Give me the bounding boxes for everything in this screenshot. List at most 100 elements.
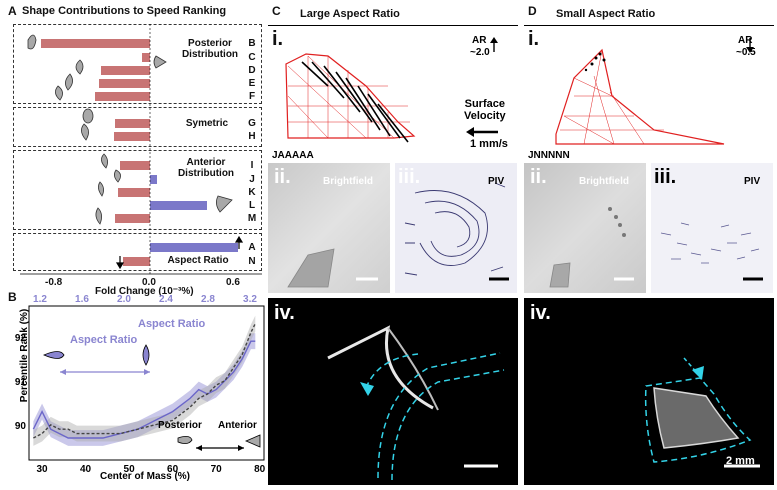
mesh-large-aspect [285, 37, 498, 143]
top-tick-1.6: 1.6 [75, 294, 89, 305]
c-fluorescence-image [268, 298, 518, 485]
posterior-shape-icon [177, 436, 193, 444]
x-tick-80: 80 [254, 464, 266, 475]
fold-change-bars [0, 0, 270, 290]
y-tick-91: 91 [15, 377, 27, 388]
bar-m [114, 214, 150, 223]
d-brightfield-image [524, 163, 646, 293]
velocity-scale: 1 mm/s [470, 138, 508, 150]
shape-b-icon [27, 34, 37, 50]
c-iv-label: iv. [274, 302, 295, 324]
shape-k-icon [98, 181, 104, 197]
bar-a [150, 243, 238, 252]
bar-j [150, 175, 157, 184]
group-symmetric [13, 107, 262, 147]
panel-a-letter: A [8, 4, 17, 18]
bar-h [113, 132, 150, 141]
anterior-label: Anterior [218, 420, 257, 431]
inset-shape-low-icon [43, 351, 65, 359]
x-tick-40: 40 [80, 464, 92, 475]
symetric-label: Symetric [185, 118, 229, 129]
bar-i [120, 161, 150, 170]
row-label-c: C [248, 52, 256, 63]
row-label-d: D [248, 65, 256, 76]
mesh-small-aspect [555, 38, 754, 145]
bar-b [40, 39, 150, 48]
d-scale-label: 2 mm [726, 455, 755, 467]
group-posterior [13, 24, 262, 104]
x-tick-70: 70 [211, 464, 223, 475]
anterior-shape-icon [244, 434, 261, 448]
top-tick-3.2: 3.2 [243, 294, 257, 305]
shape-glyphs [20, 24, 262, 275]
shape-e-icon [65, 73, 73, 91]
d-sequence: JNNNNN [528, 150, 570, 161]
x-tick-60: 60 [167, 464, 179, 475]
bar-e [98, 79, 150, 88]
series-band-1 [33, 315, 256, 446]
shape-d-icon [75, 59, 84, 75]
group-anterior [13, 150, 262, 230]
shape-h-icon [81, 123, 89, 141]
bar-c [141, 53, 150, 62]
d-iii-label: iii. [654, 166, 677, 188]
c-ar-value: ~2.0 [470, 47, 490, 58]
row-label-j: J [249, 174, 255, 185]
shape-m-icon [95, 207, 102, 225]
panel-d-title: Small Aspect Ratio [556, 8, 656, 20]
bar-f [94, 92, 150, 101]
c-ar-text: AR [472, 35, 487, 46]
shape-g-icon [82, 108, 94, 124]
x-tick-00: 0.0 [142, 277, 156, 288]
anterior-distribution-label: Anterior Distribution [177, 157, 235, 179]
panel-d-i [524, 25, 774, 161]
inset-shape-high-icon [142, 344, 150, 366]
x-tick-neg08: -0.8 [45, 277, 63, 288]
row-label-n: N [248, 256, 256, 267]
top-tick-1.2: 1.2 [33, 294, 47, 305]
bar-d [101, 66, 150, 75]
x-tick-30: 30 [36, 464, 48, 475]
d-fluorescence-image [524, 298, 774, 485]
row-label-f: F [248, 91, 256, 102]
d-piv-title: PIV [744, 176, 761, 187]
inset-aspect-label: Aspect Ratio [70, 334, 138, 346]
c-iii-label: iii. [398, 166, 421, 188]
shape-i-icon [101, 153, 108, 169]
panel-d-letter: D [528, 4, 537, 18]
shape-j-icon [114, 169, 121, 183]
panel-b-xlabel: Center of Mass (%) [100, 471, 191, 482]
panel-a-title: Shape Contributions to Speed Ranking [22, 5, 227, 17]
panel-c-i [268, 25, 518, 161]
row-label-g: G [248, 118, 256, 129]
direction-arrow-icon [360, 382, 374, 396]
bar-k [117, 188, 150, 197]
d-ar-text: AR [738, 35, 753, 46]
row-label-e: E [248, 78, 256, 89]
c-piv-image [395, 163, 517, 293]
d-brightfield-title: Brightfield [579, 176, 629, 187]
top-tick-2.8: 2.8 [201, 294, 215, 305]
line-plot: 30 40 50 60 70 80 90 91 92 1.2 1.6 2.0 2.4 2.8 3.2 [15, 294, 266, 475]
group-aspect-ratio [13, 233, 262, 271]
row-label-k: K [248, 187, 256, 198]
panel-c-title: Large Aspect Ratio [300, 8, 400, 20]
panel-b-ylabel: Percentile Rank (%) [19, 308, 31, 403]
row-label-l: L [248, 200, 256, 211]
aspect-ratio-group-label: Aspect Ratio [167, 255, 229, 266]
c-ii-label: ii. [274, 166, 291, 188]
top-axis-label: Aspect Ratio [138, 318, 206, 330]
c-brightfield-image [268, 163, 390, 293]
d-i-label: i. [528, 28, 540, 50]
c-i-label: i. [272, 28, 284, 50]
c-brightfield-title: Brightfield [323, 176, 373, 187]
row-label-a: A [248, 242, 256, 253]
panel-a-xlabel: Fold Change (10⁻³%) [95, 286, 194, 297]
c-sequence: JAAAAA [272, 150, 314, 161]
d-ii-label: ii. [530, 166, 547, 188]
c-piv-title: PIV [488, 176, 505, 187]
d-iv-label: iv. [530, 302, 551, 324]
top-tick-2.4: 2.4 [159, 294, 173, 305]
row-label-i: I [250, 160, 254, 171]
surface-velocity-label: Surface Velocity [464, 98, 506, 122]
